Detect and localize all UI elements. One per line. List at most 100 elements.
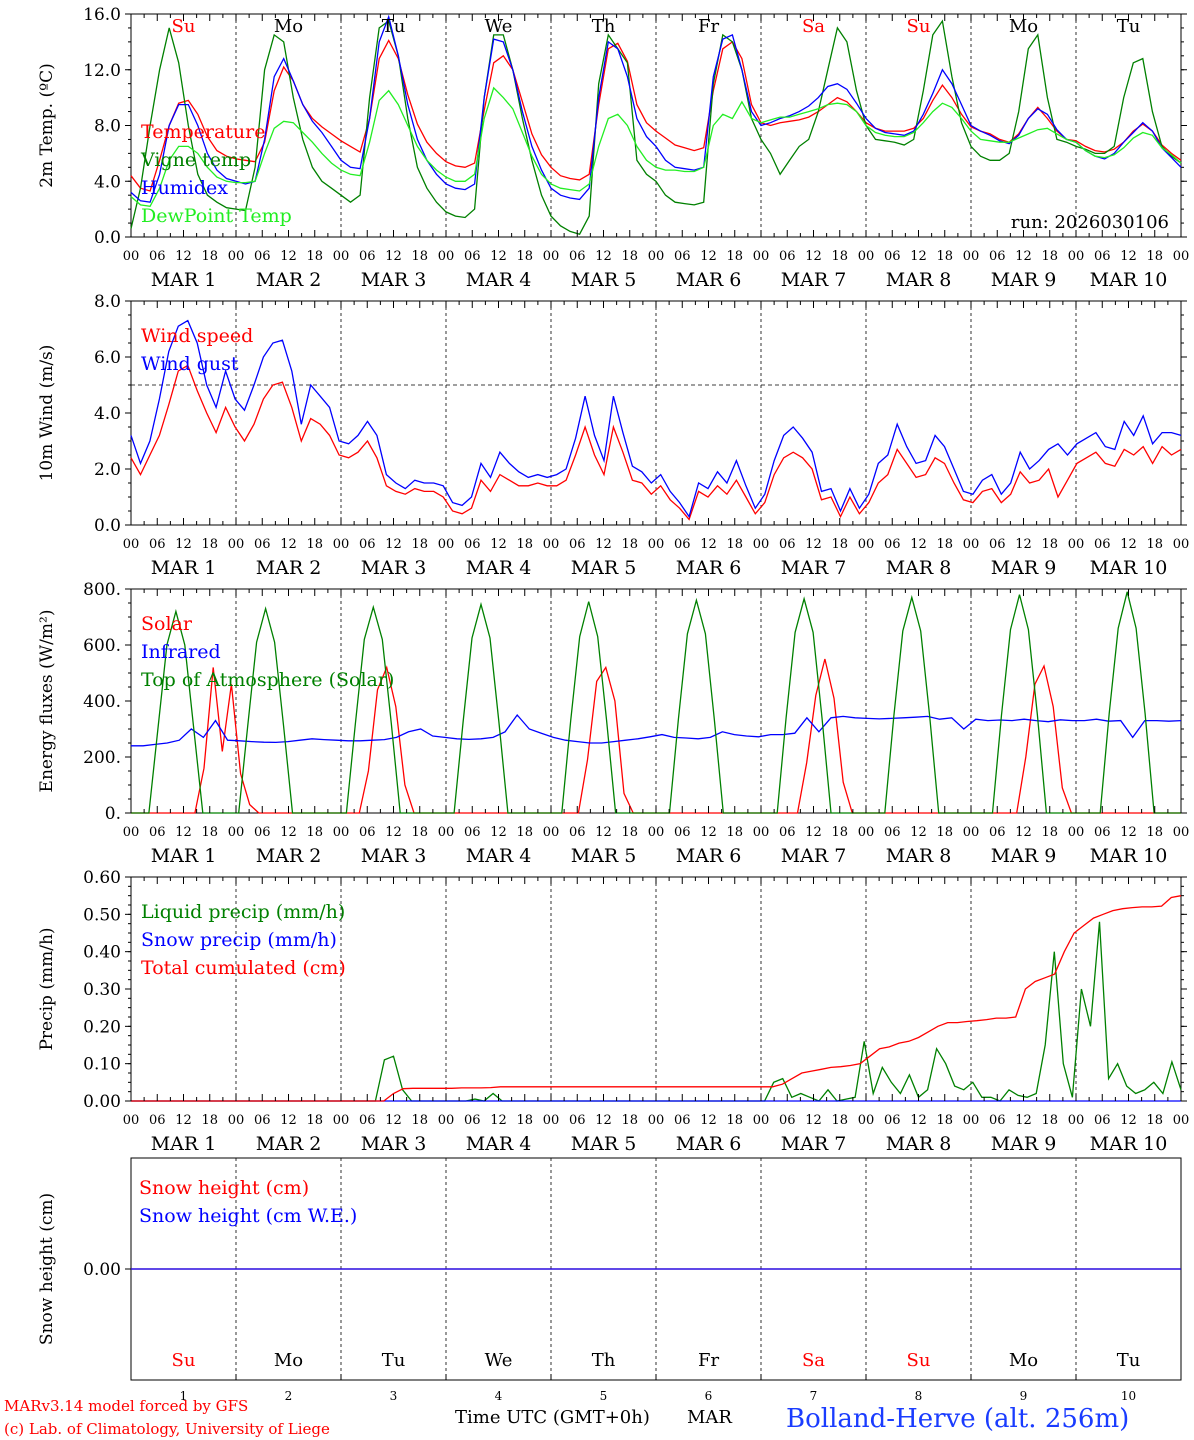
hour-label: 12 [910,249,927,264]
hour-label: 00 [648,1113,665,1128]
hour-label: 00 [1173,537,1190,552]
hour-label: 00 [1173,249,1190,264]
hour-label: 18 [621,1113,638,1128]
hour-label: 18 [1041,249,1058,264]
day-label: MAR 4 [466,269,532,291]
hour-label: 18 [516,249,533,264]
day-label: MAR 2 [256,1133,322,1155]
day-label: MAR 9 [991,845,1057,867]
legend-entry: DewPoint Temp [141,205,292,227]
hour-label: 12 [1015,537,1032,552]
hour-label: 12 [700,825,717,840]
day-number: 8 [915,1389,923,1403]
run-label: run: 2026030106 [1011,212,1169,233]
hour-label: 06 [569,825,586,840]
hour-label: 18 [726,537,743,552]
hour-label: 00 [543,249,560,264]
day-label: MAR 10 [1090,845,1168,867]
hour-label: 06 [464,825,481,840]
legend-entry: Humidex [141,177,228,199]
hour-label: 06 [779,825,796,840]
hour-label: 18 [831,537,848,552]
hour-label: 18 [726,249,743,264]
day-label: MAR 2 [256,845,322,867]
hour-label: 12 [805,537,822,552]
day-label: MAR 10 [1090,1133,1168,1155]
legend-entry: Snow height (cm W.E.) [139,1205,357,1227]
y-tick-label: 800. [83,580,121,600]
day-label: MAR 4 [466,1133,532,1155]
hour-label: 00 [333,537,350,552]
hour-label: 12 [175,1113,192,1128]
hour-label: 06 [359,537,376,552]
x-axis-title: Time UTC (GMT+0h) [455,1407,650,1428]
hour-label: 12 [490,249,507,264]
day-label: MAR 5 [571,1133,637,1155]
hour-label: 06 [989,1113,1006,1128]
hour-label: 06 [254,249,271,264]
hour-label: 00 [333,249,350,264]
hour-label: 18 [306,537,323,552]
y-tick-label: 8.0 [94,292,121,312]
legend-entry: Liquid precip (mm/h) [141,901,345,923]
hour-label: 06 [674,249,691,264]
hour-label: 12 [490,1113,507,1128]
hour-label: 12 [385,249,402,264]
day-name: Mo [1009,1350,1038,1371]
hour-label: 00 [648,825,665,840]
hour-label: 12 [805,1113,822,1128]
y-axis-title: Snow height (cm) [37,1193,57,1345]
day-label: MAR 9 [991,557,1057,579]
hour-label: 00 [858,1113,875,1128]
hour-label: 18 [306,1113,323,1128]
y-tick-label: 0.60 [83,868,121,888]
hour-label: 06 [884,825,901,840]
hour-label: 18 [936,537,953,552]
hour-label: 00 [963,825,980,840]
day-number: 3 [390,1389,398,1403]
y-tick-label: 400. [83,692,121,712]
day-name: We [485,1350,513,1371]
y-tick-label: 12.0 [83,61,121,81]
day-label: MAR 3 [361,269,427,291]
hour-label: 00 [543,825,560,840]
hour-label: 12 [1120,249,1137,264]
y-tick-label: 600. [83,636,121,656]
y-tick-label: 16.0 [83,5,121,25]
hour-label: 00 [858,249,875,264]
y-axis-title: Precip (mm/h) [37,927,57,1050]
hour-label: 00 [858,537,875,552]
hour-label: 06 [254,1113,271,1128]
day-label: MAR 5 [571,557,637,579]
hour-label: 06 [884,537,901,552]
day-name: Tu [1117,1350,1141,1371]
hour-label: 06 [149,1113,166,1128]
hour-label: 12 [910,1113,927,1128]
day-label: MAR 1 [151,845,217,867]
day-label: MAR 2 [256,269,322,291]
hour-label: 12 [1015,1113,1032,1128]
hour-label: 18 [411,537,428,552]
day-name: Th [592,1350,616,1371]
day-label: MAR 1 [151,269,217,291]
hour-label: 18 [201,249,218,264]
y-tick-label: 0.30 [83,980,121,1000]
day-label: MAR 3 [361,1133,427,1155]
hour-label: 18 [936,249,953,264]
y-tick-label: 0.00 [83,1092,121,1112]
legend-entry: Solar [141,613,193,635]
day-label: MAR 4 [466,557,532,579]
hour-label: 12 [1120,537,1137,552]
hour-label: 18 [306,825,323,840]
hour-label: 06 [464,1113,481,1128]
hour-label: 18 [201,1113,218,1128]
hour-label: 12 [385,1113,402,1128]
day-number: 2 [285,1389,293,1403]
legend-entry: Wind gust [141,353,239,375]
hour-label: 18 [411,249,428,264]
hour-label: 18 [201,825,218,840]
hour-label: 18 [1041,537,1058,552]
hour-label: 06 [359,249,376,264]
hour-label: 12 [490,537,507,552]
hour-label: 00 [963,1113,980,1128]
